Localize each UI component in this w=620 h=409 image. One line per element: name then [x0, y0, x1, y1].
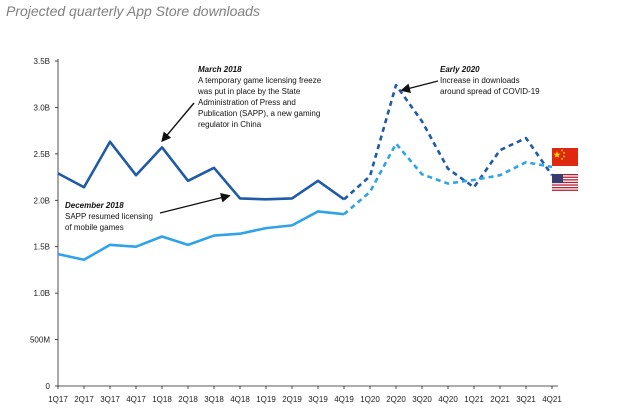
annotation-text: regulator in China	[198, 120, 262, 129]
y-tick-label: 1.5B	[34, 243, 50, 252]
annotation-text: was put in place by the State	[197, 87, 301, 96]
y-tick-label: 2.0B	[34, 196, 50, 205]
chart-title: Projected quarterly App Store downloads	[6, 3, 260, 19]
x-tick-label: 4Q17	[126, 395, 146, 404]
x-tick-label: 4Q18	[230, 395, 250, 404]
annotation-arrow	[400, 80, 439, 94]
series-line-actual	[57, 140, 345, 201]
us-flag-icon	[551, 173, 579, 192]
x-tick-label: 4Q20	[438, 395, 458, 404]
x-tick-label: 2Q19	[282, 395, 302, 404]
y-tick-label: 2.5B	[34, 150, 50, 159]
y-tick-label: 0	[46, 382, 51, 391]
annotation-text: Administration of Press and	[198, 98, 296, 107]
series-line-actual	[57, 210, 345, 262]
annotation-text: of mobile games	[65, 223, 124, 232]
x-tick-label: 3Q20	[412, 395, 432, 404]
annotation-arrow	[161, 102, 195, 143]
annotation-text: Increase in downloads	[440, 76, 520, 85]
annotation-arrow	[159, 192, 231, 214]
y-tick-label: 3.5B	[34, 57, 50, 66]
x-tick-label: 4Q19	[334, 395, 354, 404]
y-tick-label: 1.0B	[34, 289, 50, 298]
x-tick-label: 1Q20	[360, 395, 380, 404]
x-tick-label: 1Q18	[152, 395, 172, 404]
y-tick-label: 3.0B	[34, 103, 50, 112]
x-tick-label: 2Q18	[178, 395, 198, 404]
annotation-text: A temporary game licensing freeze	[198, 76, 322, 85]
x-tick-label: 1Q17	[48, 395, 68, 404]
x-tick-label: 1Q21	[464, 395, 484, 404]
x-tick-label: 3Q21	[516, 395, 536, 404]
x-tick-label: 2Q17	[74, 395, 94, 404]
annotation-text: SAPP resumed licensing	[65, 212, 153, 221]
annotation-text: Publication (SAPP), a new gaming	[198, 109, 320, 118]
x-tick-label: 3Q18	[204, 395, 224, 404]
x-tick-label: 3Q17	[100, 395, 120, 404]
x-tick-label: 1Q19	[256, 395, 276, 404]
x-tick-label: 3Q19	[308, 395, 328, 404]
y-tick-label: 500M	[30, 336, 50, 345]
china-flag-icon	[552, 148, 578, 166]
x-tick-label: 4Q21	[542, 395, 562, 404]
annotation-title: Early 2020	[440, 65, 480, 74]
annotation-text: around spread of COVID-19	[440, 87, 540, 96]
x-tick-label: 2Q21	[490, 395, 510, 404]
x-tick-label: 2Q20	[386, 395, 406, 404]
annotation-title: December 2018	[65, 201, 124, 210]
annotation-title: March 2018	[198, 65, 242, 74]
